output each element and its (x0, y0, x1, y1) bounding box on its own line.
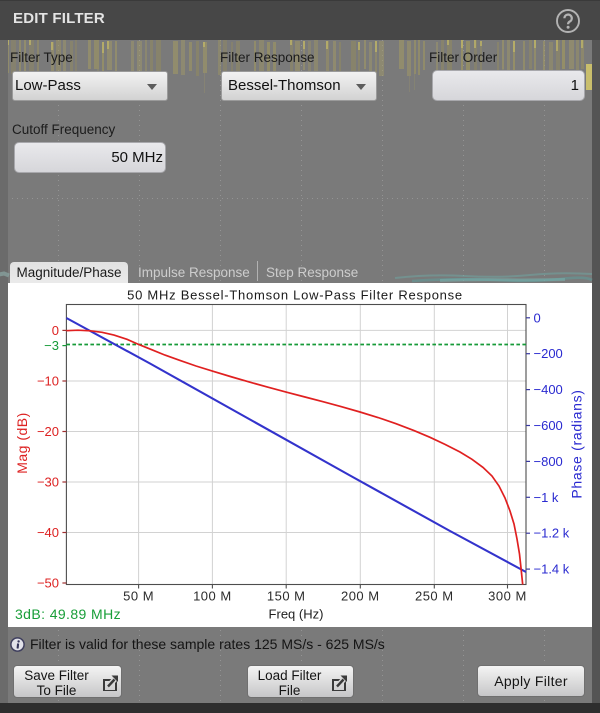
svg-text:250 M: 250 M (415, 589, 454, 604)
svg-text:−30: −30 (37, 475, 59, 490)
svg-text:−1.2 k: −1.2 k (534, 526, 570, 541)
svg-text:−400: −400 (534, 382, 563, 397)
svg-text:100 M: 100 M (193, 589, 232, 604)
svg-text:−600: −600 (534, 418, 563, 433)
svg-text:−1.4 k: −1.4 k (534, 562, 570, 577)
svg-text:−1 k: −1 k (534, 490, 559, 505)
svg-text:3dB: 49.89 MHz: 3dB: 49.89 MHz (15, 606, 121, 622)
svg-text:200 M: 200 M (341, 589, 380, 604)
svg-text:Freq (Hz): Freq (Hz) (269, 607, 324, 622)
svg-text:50 MHz Bessel-Thomson Low-Pass: 50 MHz Bessel-Thomson Low-Pass Filter Re… (127, 288, 463, 303)
svg-text:−800: −800 (534, 454, 563, 469)
svg-text:−3: −3 (44, 338, 59, 353)
svg-text:50 M: 50 M (123, 589, 154, 604)
svg-text:−20: −20 (37, 424, 59, 439)
svg-text:Mag (dB): Mag (dB) (14, 412, 30, 474)
svg-text:0: 0 (534, 310, 541, 325)
svg-text:300 M: 300 M (488, 589, 527, 604)
svg-text:0: 0 (52, 323, 59, 338)
svg-text:−50: −50 (37, 576, 59, 591)
svg-text:−10: −10 (37, 374, 59, 389)
svg-text:−40: −40 (37, 525, 59, 540)
svg-text:−200: −200 (534, 346, 563, 361)
svg-text:150 M: 150 M (267, 589, 306, 604)
svg-text:Phase (radians): Phase (radians) (569, 389, 585, 498)
